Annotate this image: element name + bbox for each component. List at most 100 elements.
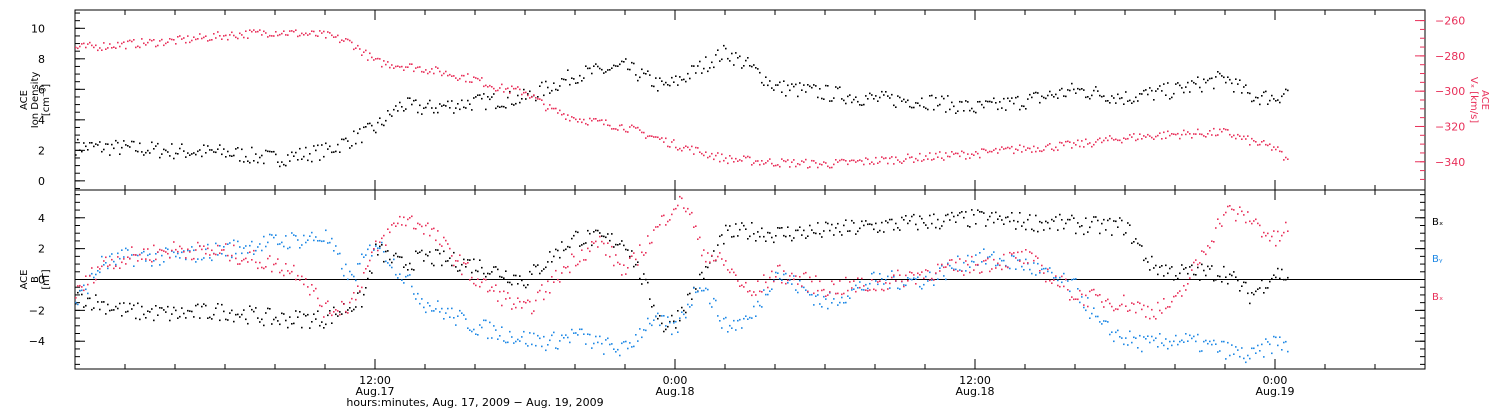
velocity-x-series-point: [659, 138, 661, 140]
velocity-x-series-point: [843, 159, 845, 161]
ion-density-series-point: [163, 148, 165, 151]
ion-density-series-point: [775, 84, 777, 86]
bx-series-point: [421, 249, 423, 252]
ion-density-series-point: [353, 130, 355, 133]
ion-density-series-point: [847, 95, 849, 98]
bz-series-point: [655, 226, 657, 228]
velocity-x-series-point: [87, 43, 89, 45]
velocity-x-series-point: [981, 148, 983, 150]
ion-density-series-point: [525, 98, 527, 100]
by-series-point: [211, 259, 213, 262]
bz-series-point: [357, 285, 359, 287]
by-series-point: [387, 262, 389, 264]
velocity-x-series-point: [275, 31, 277, 33]
by-series-point: [813, 304, 815, 306]
velocity-x-series-point: [487, 86, 489, 88]
ion-density-series-point: [915, 102, 917, 104]
bz-series-point: [253, 249, 255, 252]
top-ytick-label: 8: [38, 53, 45, 66]
bz-series-point: [567, 265, 569, 268]
by-series-point: [605, 339, 607, 341]
bx-series-point: [627, 249, 629, 251]
bx-series-point: [569, 246, 571, 249]
ion-density-series-point: [239, 160, 241, 162]
velocity-x-series-point: [881, 156, 883, 158]
ion-density-series-point: [673, 81, 675, 83]
by-series-point: [1091, 312, 1093, 315]
bx-series-point: [681, 306, 683, 309]
bx-series-point: [321, 321, 323, 323]
ion-density-series-point: [141, 151, 143, 153]
ion-density-series-point: [491, 96, 493, 98]
bx-series-point: [977, 209, 979, 211]
by-series-point: [263, 235, 265, 238]
bz-series-point: [889, 282, 891, 285]
ion-density-series-point: [499, 106, 501, 108]
ion-density-series-point: [967, 101, 969, 103]
bx-series-point: [365, 287, 367, 289]
by-series-point: [585, 343, 587, 345]
velocity-x-series-point: [1051, 148, 1053, 150]
bz-series-point: [909, 271, 911, 273]
velocity-x-series-point: [1193, 133, 1195, 135]
ion-density-series-point: [1181, 87, 1183, 89]
velocity-x-series-point: [297, 35, 299, 38]
ion-density-series-point: [761, 81, 763, 84]
bz-series-point: [507, 292, 509, 294]
bz-series-point: [1179, 290, 1181, 292]
by-series-point: [815, 295, 817, 297]
ion-density-series-point: [993, 97, 995, 100]
by-series-point: [567, 336, 569, 339]
velocity-x-series-point: [1253, 140, 1255, 142]
bx-series-point: [447, 260, 449, 262]
bz-series-point: [273, 263, 275, 266]
ion-density-series-point: [1129, 99, 1131, 102]
by-series-point: [1241, 347, 1243, 349]
velocity-x-series-point: [179, 35, 181, 37]
bx-series-point: [639, 277, 641, 280]
bz-series-point: [1157, 301, 1159, 304]
bx-series-point: [685, 311, 687, 314]
by-series-point: [743, 317, 745, 320]
bz-series-point: [591, 241, 593, 243]
by-series-point: [447, 307, 449, 310]
bz-series-point: [587, 247, 589, 250]
by-series-point: [1003, 259, 1005, 262]
by-series-point: [435, 308, 437, 310]
ion-density-series-point: [529, 90, 531, 93]
ion-density-series-point: [515, 102, 517, 105]
velocity-x-series-point: [985, 149, 987, 152]
velocity-x-series-point: [675, 146, 677, 149]
bx-series-point: [513, 274, 515, 277]
by-series-point: [379, 247, 381, 250]
by-series-point: [93, 276, 95, 279]
bx-series-point: [851, 219, 853, 222]
bz-series-point: [369, 259, 371, 262]
bx-series-point: [481, 266, 483, 269]
bx-series-point: [1043, 229, 1045, 231]
bx-series-point: [537, 264, 539, 266]
bz-series-point: [623, 264, 625, 266]
bz-series-point: [1169, 306, 1171, 308]
bx-series-point: [377, 254, 379, 256]
ion-density-series-point: [1209, 77, 1211, 80]
bz-series-point: [1045, 280, 1047, 283]
velocity-x-series-point: [461, 74, 463, 77]
bx-series-point: [905, 215, 907, 217]
by-series-point: [289, 246, 291, 249]
by-series-point: [991, 253, 993, 256]
by-series-point: [917, 276, 919, 279]
ion-density-series-point: [193, 152, 195, 154]
by-series-point: [907, 277, 909, 279]
ion-density-series-point: [1137, 100, 1139, 102]
bx-series-point: [277, 320, 279, 322]
ion-density-series-point: [405, 108, 407, 110]
bz-series-point: [819, 280, 821, 283]
ion-density-series-point: [1035, 91, 1037, 94]
velocity-x-series-point: [1169, 134, 1171, 137]
velocity-x-series-point: [501, 83, 503, 86]
bz-series-point: [823, 288, 825, 291]
bx-series-point: [817, 222, 819, 224]
velocity-x-series-point: [415, 67, 417, 69]
ion-density-series-point: [229, 154, 231, 157]
